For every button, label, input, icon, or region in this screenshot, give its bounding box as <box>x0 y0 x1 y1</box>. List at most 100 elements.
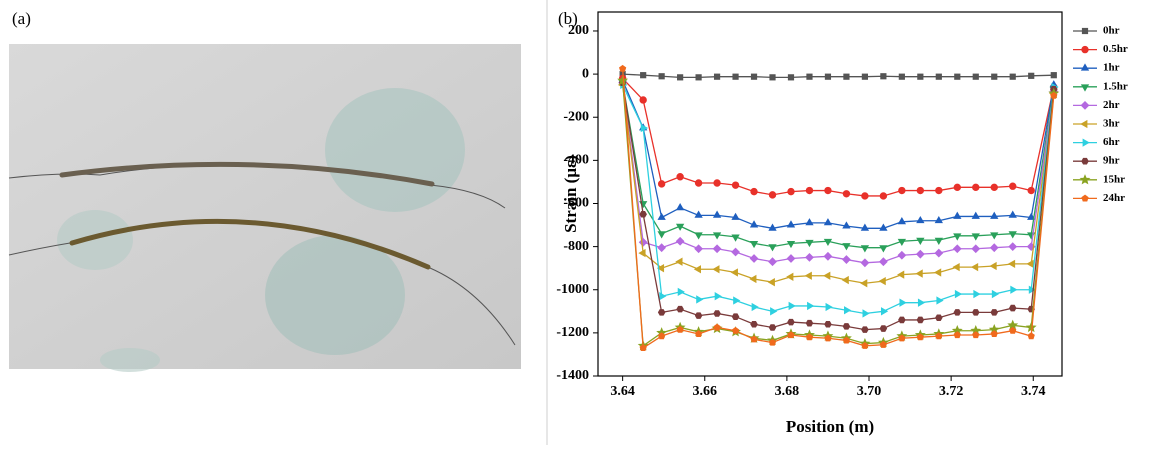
marker <box>640 123 648 133</box>
legend-label: 3hr <box>1103 118 1120 130</box>
marker <box>1026 242 1036 252</box>
marker <box>990 330 998 338</box>
marker <box>861 73 869 80</box>
marker <box>694 179 703 187</box>
marker <box>676 305 684 313</box>
marker <box>916 186 925 195</box>
marker <box>898 186 906 195</box>
panel-label: (b) <box>558 9 578 28</box>
marker <box>860 279 868 288</box>
marker <box>731 212 740 220</box>
marker <box>935 186 943 195</box>
marker <box>879 223 888 231</box>
marker <box>658 73 665 80</box>
sensor-rod <box>69 218 431 270</box>
marker <box>806 73 813 80</box>
marker <box>768 257 777 267</box>
marker <box>824 73 832 80</box>
marker <box>917 298 926 307</box>
marker <box>769 74 776 81</box>
marker <box>971 233 980 241</box>
photo-background <box>9 44 521 369</box>
marker <box>657 212 666 220</box>
marker <box>786 220 796 228</box>
marker <box>842 190 851 198</box>
y-tick-label: -200 <box>563 109 589 124</box>
marker <box>786 240 796 249</box>
marker <box>1081 27 1089 35</box>
y-tick-label: -1200 <box>556 325 589 340</box>
x-tick-label: 3.70 <box>857 384 882 399</box>
plot-frame <box>597 11 1063 377</box>
marker <box>657 231 666 239</box>
marker <box>862 309 870 318</box>
marker <box>879 245 888 253</box>
marker <box>934 248 944 258</box>
stain <box>100 348 160 372</box>
marker <box>897 270 905 279</box>
marker <box>990 211 999 219</box>
marker <box>880 307 889 316</box>
series-line <box>621 80 1055 347</box>
marker <box>712 265 720 274</box>
marker <box>990 183 998 192</box>
marker <box>657 309 666 316</box>
marker <box>878 276 886 286</box>
marker <box>824 320 832 328</box>
panel-label: (a) <box>12 9 31 28</box>
y-tick-label: -400 <box>563 153 589 168</box>
marker <box>916 316 925 324</box>
marker <box>787 331 795 339</box>
marker <box>696 295 704 304</box>
marker <box>989 261 997 271</box>
marker <box>751 302 759 312</box>
marker <box>750 320 758 328</box>
marker <box>1009 73 1016 80</box>
marker <box>842 243 851 251</box>
marker <box>640 72 647 79</box>
x-tick-label: 3.74 <box>1021 384 1046 399</box>
marker <box>695 74 702 81</box>
marker <box>953 211 962 219</box>
marker <box>916 237 925 245</box>
y-tick-label: -1400 <box>556 368 589 383</box>
marker <box>1028 72 1035 79</box>
marker <box>770 307 778 316</box>
marker <box>733 296 741 305</box>
marker <box>1079 174 1091 185</box>
series-line <box>621 82 1055 249</box>
marker <box>915 249 925 259</box>
marker <box>750 73 758 80</box>
marker <box>768 338 777 346</box>
marker <box>617 74 629 86</box>
x-axis-label: Position (m) <box>786 417 874 436</box>
series-line <box>622 80 1055 229</box>
marker <box>823 238 833 247</box>
marker <box>953 331 961 339</box>
marker <box>786 272 794 281</box>
marker <box>971 309 980 316</box>
marker <box>953 309 962 316</box>
marker <box>675 202 685 211</box>
marker <box>805 186 814 195</box>
marker <box>934 268 942 277</box>
marker <box>971 244 981 254</box>
marker <box>953 233 962 241</box>
marker <box>1009 182 1017 190</box>
marker <box>656 264 665 273</box>
marker <box>1080 63 1090 71</box>
stain <box>325 88 465 212</box>
legend-label: 24hr <box>1103 192 1125 204</box>
marker <box>970 262 979 272</box>
marker <box>694 232 703 240</box>
marker <box>1081 45 1089 54</box>
marker <box>860 245 870 253</box>
marker <box>749 254 759 263</box>
marker <box>730 268 738 277</box>
marker <box>1008 210 1017 218</box>
marker <box>843 73 850 80</box>
marker <box>657 180 666 188</box>
marker <box>1081 194 1089 202</box>
y-tick-label: -600 <box>563 196 589 211</box>
marker <box>658 332 666 340</box>
